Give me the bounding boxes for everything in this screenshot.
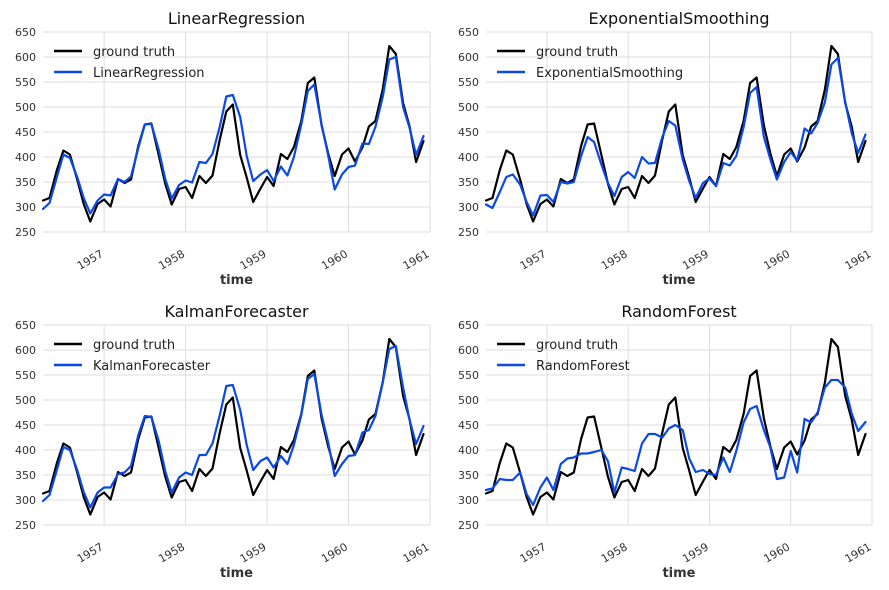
- legend-label: ground truth: [93, 338, 175, 353]
- y-tick-label: 400: [458, 151, 479, 164]
- y-tick-label: 250: [15, 226, 36, 239]
- chart-title: ExponentialSmoothing: [588, 9, 769, 28]
- x-axis-label: time: [220, 566, 253, 581]
- series-line-forecast: [484, 56, 867, 217]
- x-tick-label: 1957: [518, 540, 549, 565]
- y-tick-label: 350: [15, 176, 36, 189]
- y-tick-label: 600: [15, 51, 36, 64]
- y-tick-label: 300: [15, 201, 36, 214]
- y-tick-label: 250: [15, 519, 36, 532]
- legend-label: KalmanForecaster: [93, 359, 211, 374]
- x-tick-label: 1959: [238, 540, 269, 565]
- legend-label: ground truth: [93, 45, 175, 60]
- y-tick-label: 550: [458, 369, 479, 382]
- y-tick-label: 400: [15, 151, 36, 164]
- x-tick-label: 1957: [75, 247, 106, 272]
- legend-label: ground truth: [536, 338, 618, 353]
- y-tick-label: 300: [458, 494, 479, 507]
- y-tick-label: 600: [458, 344, 479, 357]
- y-tick-label: 550: [15, 76, 36, 89]
- x-tick-label: 1960: [761, 540, 792, 565]
- series-line-ground-truth: [484, 44, 867, 223]
- y-tick-label: 500: [15, 394, 36, 407]
- chart-panel-4: 250 300 350 400 450 500 550 600 650 1957 1958 1959 1…: [458, 302, 874, 581]
- series-line-forecast: [41, 55, 425, 215]
- y-tick-label: 400: [458, 444, 479, 457]
- y-tick-label: 250: [458, 519, 479, 532]
- x-tick-label: 1960: [319, 247, 350, 272]
- x-tick-label: 1959: [238, 247, 269, 272]
- y-tick-label: 400: [15, 444, 36, 457]
- chart-panel-2: 250 300 350 400 450 500 550 600 650 1957 1958 1959 1…: [458, 9, 874, 288]
- legend-label: ground truth: [536, 45, 618, 60]
- y-tick-label: 650: [15, 319, 36, 332]
- x-tick-label: 1961: [843, 540, 874, 565]
- y-tick-label: 500: [458, 394, 479, 407]
- y-tick-label: 650: [458, 319, 479, 332]
- y-tick-label: 500: [458, 101, 479, 114]
- legend-label: ExponentialSmoothing: [536, 66, 683, 81]
- y-tick-label: 450: [458, 126, 479, 139]
- legend-label: LinearRegression: [93, 66, 205, 81]
- y-tick-label: 600: [458, 51, 479, 64]
- y-tick-label: 600: [15, 344, 36, 357]
- chart-panel-1: 250 300 350 400 450 500 550 600 650 1957 1958 1959 1…: [15, 9, 432, 288]
- x-tick-label: 1958: [599, 540, 630, 565]
- chart-title: RandomForest: [621, 302, 736, 321]
- y-tick-label: 450: [15, 419, 36, 432]
- y-tick-label: 250: [458, 226, 479, 239]
- y-tick-label: 450: [15, 126, 36, 139]
- x-axis-label: time: [662, 273, 695, 288]
- y-tick-label: 300: [458, 201, 479, 214]
- x-tick-label: 1957: [518, 247, 549, 272]
- x-tick-label: 1961: [843, 247, 874, 272]
- chart-panel-3: 250 300 350 400 450 500 550 600 650 1957 1958 1959 1…: [15, 302, 432, 581]
- series-line-forecast: [41, 344, 425, 509]
- y-tick-label: 550: [458, 76, 479, 89]
- x-tick-label: 1958: [156, 247, 187, 272]
- y-tick-label: 500: [15, 101, 36, 114]
- y-tick-label: 300: [15, 494, 36, 507]
- x-tick-label: 1961: [401, 247, 432, 272]
- legend-label: RandomForest: [536, 359, 630, 374]
- series-line-ground-truth: [41, 337, 425, 516]
- y-tick-label: 350: [458, 469, 479, 482]
- y-tick-label: 650: [458, 26, 479, 39]
- series-line-forecast: [484, 378, 867, 507]
- chart-title: KalmanForecaster: [164, 302, 309, 321]
- x-tick-label: 1960: [761, 247, 792, 272]
- series-line-ground-truth: [484, 337, 867, 516]
- y-tick-label: 450: [458, 419, 479, 432]
- y-tick-label: 350: [458, 176, 479, 189]
- x-tick-label: 1958: [156, 540, 187, 565]
- x-tick-label: 1959: [680, 540, 711, 565]
- x-tick-label: 1959: [680, 247, 711, 272]
- x-tick-label: 1957: [75, 540, 106, 565]
- chart-title: LinearRegression: [168, 9, 305, 28]
- x-tick-label: 1960: [319, 540, 350, 565]
- y-tick-label: 550: [15, 369, 36, 382]
- y-tick-label: 650: [15, 26, 36, 39]
- x-axis-label: time: [220, 273, 253, 288]
- x-axis-label: time: [662, 566, 695, 581]
- x-tick-label: 1958: [599, 247, 630, 272]
- x-tick-label: 1961: [401, 540, 432, 565]
- y-tick-label: 350: [15, 469, 36, 482]
